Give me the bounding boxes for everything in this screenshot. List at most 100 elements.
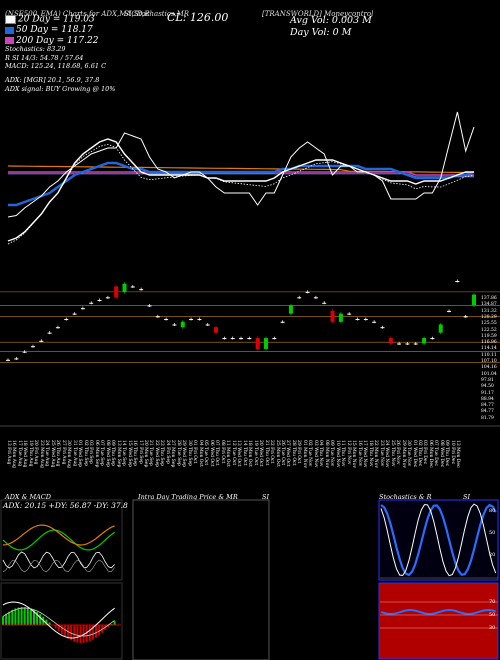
candle-body: [97, 300, 102, 302]
macd-signal-line: [2, 607, 115, 637]
candle-body: [139, 289, 144, 291]
candle-body: [338, 313, 343, 322]
price-tick: 122.52: [481, 327, 497, 333]
ema200-row: 200 Day = 117.22: [5, 36, 115, 46]
macd-histogram-bar: [95, 625, 97, 638]
candle-body: [222, 338, 227, 340]
price-tick: 119.59: [481, 333, 497, 339]
candle-body: [39, 340, 44, 342]
macd-histogram-bar: [48, 622, 51, 625]
price-tick: 116.96: [481, 340, 497, 346]
macd-histogram-bar: [107, 625, 110, 628]
candle-body: [105, 297, 110, 299]
candle-body: [72, 313, 77, 315]
macd-histogram-bar: [91, 625, 94, 640]
stoch-tick: 20: [489, 552, 496, 558]
ema20-swatch: [5, 15, 16, 24]
candle-body: [214, 327, 219, 333]
candle-body: [14, 358, 19, 360]
macd-histogram-bar: [14, 608, 17, 625]
candle-body: [272, 338, 277, 340]
candle-body: [114, 286, 119, 298]
candle-body: [89, 302, 94, 304]
ema50-swatch: [5, 26, 14, 34]
ema50-row: 50 Day = 118.17: [5, 26, 115, 35]
price-tick: 97.81: [481, 377, 494, 383]
candle-body: [288, 305, 293, 314]
candle-body: [372, 321, 377, 323]
candle-body: [180, 321, 185, 328]
indicators-list: ADX,MACD,R: [101, 10, 150, 18]
macd-line: [2, 601, 115, 639]
macd-histogram-bar: [20, 607, 23, 625]
candle-body: [55, 327, 60, 329]
stoch-k-line: [380, 503, 497, 577]
macd-histogram-bar: [70, 625, 73, 641]
candle-body: [6, 359, 10, 361]
stoch-tick: 50: [489, 530, 496, 536]
stochastics-text: Stochastics: 83.29: [5, 45, 66, 54]
intraday-pane-title: Intra Day Trading Price & MR: [138, 493, 238, 501]
price-tick: 84.77: [481, 403, 494, 409]
candle-body: [455, 281, 460, 283]
ema200-swatch: [5, 37, 14, 45]
adx-pane-title: ADX & MACD: [5, 493, 51, 501]
candle-body: [322, 302, 327, 304]
price-tick: 104.16: [481, 365, 497, 371]
candle-body: [164, 319, 169, 321]
price-tick: 134.87: [481, 302, 497, 308]
ema100-line: [8, 173, 474, 178]
macd-histogram-bar: [17, 607, 20, 625]
adx-signal-text: ADX signal: BUY Growing @ 10%: [5, 84, 116, 93]
macd-histogram-bar: [82, 625, 85, 643]
macd-histogram-bar: [23, 607, 26, 625]
price-tick: 94.50: [481, 384, 494, 390]
candle-body: [122, 283, 127, 292]
candle-body: [280, 321, 285, 323]
candle-body: [205, 324, 210, 326]
macd-histogram-bar: [11, 609, 14, 625]
macd-histogram-bar: [8, 611, 11, 625]
candle-body: [447, 310, 452, 312]
candle-body: [30, 346, 35, 348]
candle-body: [422, 338, 427, 344]
price-tick: 137.86: [481, 296, 497, 301]
macd-histogram-bar: [60, 625, 63, 635]
candle-body: [155, 316, 160, 318]
price-tick: 88.94: [481, 396, 494, 402]
candle-body: [172, 324, 177, 326]
candle-body: [330, 310, 335, 322]
macd-histogram-bar: [79, 625, 82, 643]
candle-body: [363, 319, 368, 321]
ema20-row: 20 Day = 119.03: [5, 15, 115, 24]
macd-histogram-bar: [29, 608, 32, 625]
rsi-line: [380, 608, 496, 616]
macd-histogram-bar: [98, 625, 101, 636]
adx-line-2: [2, 559, 115, 573]
candle-body: [47, 332, 52, 334]
candle-body: [80, 308, 85, 310]
candle-body: [313, 297, 318, 299]
macd-histogram-bar: [39, 614, 42, 625]
ema20-line: [7, 138, 474, 242]
macd-histogram-bar: [88, 625, 91, 642]
candle-body: [263, 338, 268, 349]
close-line: [7, 111, 475, 218]
candle-body: [239, 338, 243, 340]
candle-body: [255, 338, 260, 349]
candle-body: [305, 291, 310, 293]
header-info: (NSE500_EMA) Charts for ADX,MACD,R: [5, 10, 150, 18]
adx-values: ADX: 20.15 +DY: 56.87 -DY: 37.8: [3, 501, 128, 510]
candle-body: [397, 343, 402, 345]
price-tick: 81.79: [481, 415, 494, 421]
symbol-info: (NSE500_EMA) Charts for: [5, 10, 102, 18]
macd-histogram-bar: [57, 625, 60, 632]
candle-body: [22, 351, 27, 353]
adx-minus-di-line: [2, 524, 115, 546]
price-tick: 114.14: [481, 346, 497, 352]
rsi-pane-frame: [378, 582, 499, 660]
macd-histogram-bar: [2, 616, 4, 625]
adx-text: ADX: [MGR] 20.1, 56.9, 37.8: [5, 76, 100, 85]
candle-body: [430, 338, 435, 340]
candle-body: [247, 338, 252, 340]
